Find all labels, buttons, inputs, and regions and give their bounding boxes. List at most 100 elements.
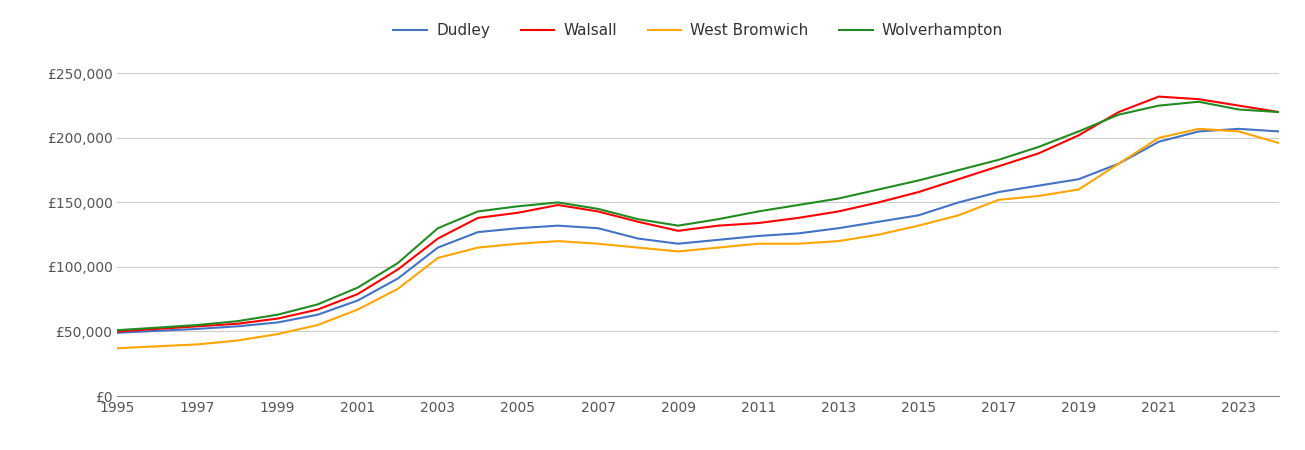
Walsall [189, 324, 205, 329]
Dudley [1071, 176, 1087, 182]
Walsall [671, 228, 686, 234]
Walsall [1031, 151, 1047, 156]
West Bromwich [510, 241, 526, 247]
Dudley [431, 245, 446, 250]
Dudley [510, 225, 526, 231]
Wolverhampton [911, 178, 927, 183]
West Bromwich [990, 197, 1006, 202]
Wolverhampton [1111, 112, 1126, 117]
Walsall [750, 220, 766, 226]
Line: Walsall: Walsall [117, 97, 1279, 332]
West Bromwich [750, 241, 766, 247]
Walsall [950, 176, 966, 182]
Wolverhampton [510, 203, 526, 209]
Dudley [911, 212, 927, 218]
Dudley [1031, 183, 1047, 189]
Dudley [110, 330, 125, 335]
Wolverhampton [390, 261, 406, 266]
Walsall [830, 209, 846, 214]
Line: West Bromwich: West Bromwich [117, 129, 1279, 348]
Wolverhampton [470, 209, 485, 214]
Walsall [110, 329, 125, 334]
Walsall [1191, 96, 1207, 102]
Walsall [1111, 109, 1126, 115]
West Bromwich [189, 342, 205, 347]
Dudley [309, 312, 325, 317]
Dudley [630, 236, 646, 241]
Dudley [791, 231, 806, 236]
West Bromwich [431, 255, 446, 261]
Wolverhampton [671, 223, 686, 228]
West Bromwich [230, 338, 245, 343]
Wolverhampton [431, 225, 446, 231]
Wolverhampton [590, 206, 606, 211]
West Bromwich [1231, 129, 1246, 134]
West Bromwich [590, 241, 606, 247]
Wolverhampton [830, 196, 846, 201]
West Bromwich [470, 245, 485, 250]
Wolverhampton [309, 302, 325, 307]
West Bromwich [1031, 193, 1047, 198]
Dudley [1111, 161, 1126, 166]
Dudley [671, 241, 686, 247]
Line: Wolverhampton: Wolverhampton [117, 102, 1279, 330]
Dudley [990, 189, 1006, 195]
Dudley [189, 326, 205, 332]
Dudley [1271, 129, 1287, 134]
West Bromwich [671, 249, 686, 254]
West Bromwich [1271, 140, 1287, 146]
West Bromwich [150, 344, 166, 349]
Walsall [551, 202, 566, 208]
Walsall [791, 215, 806, 220]
West Bromwich [950, 212, 966, 218]
Wolverhampton [230, 319, 245, 324]
Walsall [230, 321, 245, 326]
West Bromwich [110, 346, 125, 351]
Walsall [150, 326, 166, 332]
Line: Dudley: Dudley [117, 129, 1279, 333]
Wolverhampton [950, 167, 966, 173]
Dudley [1191, 129, 1207, 134]
West Bromwich [551, 238, 566, 244]
Walsall [870, 200, 886, 205]
Walsall [390, 267, 406, 272]
Walsall [350, 291, 365, 297]
Dudley [590, 225, 606, 231]
Walsall [270, 316, 286, 321]
Dudley [350, 298, 365, 303]
Dudley [470, 230, 485, 235]
Wolverhampton [350, 285, 365, 290]
Walsall [710, 223, 726, 228]
Dudley [150, 328, 166, 333]
Wolverhampton [990, 157, 1006, 162]
West Bromwich [309, 322, 325, 328]
Wolverhampton [1031, 144, 1047, 149]
Dudley [270, 320, 286, 325]
Dudley [230, 324, 245, 329]
West Bromwich [1111, 161, 1126, 166]
West Bromwich [1071, 187, 1087, 192]
Wolverhampton [150, 325, 166, 330]
West Bromwich [710, 245, 726, 250]
Legend: Dudley, Walsall, West Bromwich, Wolverhampton: Dudley, Walsall, West Bromwich, Wolverha… [388, 17, 1009, 45]
Wolverhampton [750, 209, 766, 214]
Dudley [950, 200, 966, 205]
West Bromwich [270, 331, 286, 337]
Wolverhampton [791, 202, 806, 208]
Wolverhampton [551, 200, 566, 205]
Dudley [710, 237, 726, 243]
West Bromwich [911, 223, 927, 228]
West Bromwich [1191, 126, 1207, 131]
Dudley [1231, 126, 1246, 131]
Walsall [431, 236, 446, 241]
Dudley [870, 219, 886, 225]
Dudley [830, 225, 846, 231]
Walsall [590, 209, 606, 214]
West Bromwich [870, 232, 886, 238]
West Bromwich [830, 238, 846, 244]
Wolverhampton [1231, 107, 1246, 112]
Wolverhampton [1151, 103, 1167, 108]
West Bromwich [630, 245, 646, 250]
Wolverhampton [630, 216, 646, 222]
Walsall [911, 189, 927, 195]
